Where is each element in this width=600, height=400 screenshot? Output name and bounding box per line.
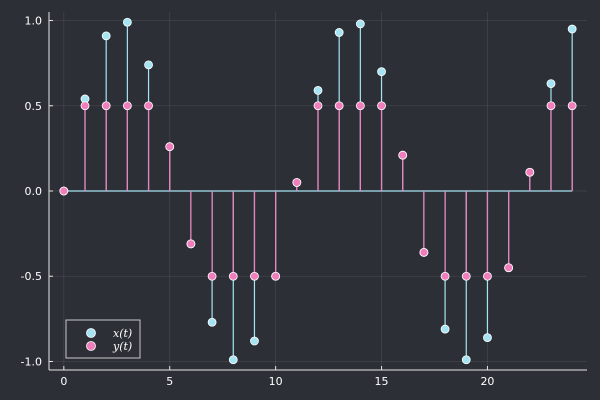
point-y (525, 167, 535, 177)
point-y (292, 178, 302, 187)
x-tick-label: 15 (375, 375, 389, 388)
axes (48, 12, 587, 371)
point-y (122, 101, 132, 111)
y-tick-label: -0.5 (21, 270, 42, 283)
y-tick-label: 1.0 (25, 15, 43, 28)
point-x (144, 60, 153, 70)
point-y (101, 101, 111, 111)
point-y (567, 101, 577, 111)
legend: x(t) y(t) (65, 319, 141, 359)
point-x (101, 31, 111, 41)
point-y (504, 263, 514, 273)
point-y (398, 150, 408, 160)
point-y (461, 271, 471, 281)
point-y (144, 101, 153, 111)
legend-label-x: x(t) (113, 327, 132, 340)
point-x (122, 17, 132, 27)
point-y (419, 247, 429, 257)
point-y (355, 101, 365, 111)
point-y (440, 271, 450, 281)
legend-label-y: y(t) (112, 340, 132, 353)
point-y (228, 271, 238, 281)
point-x (461, 355, 471, 365)
point-y (186, 239, 196, 249)
point-y (59, 186, 69, 196)
point-y (377, 101, 386, 111)
x-tick-label: 10 (269, 375, 283, 388)
data-marks (59, 17, 577, 365)
point-y (546, 101, 556, 111)
legend-marker-x (86, 328, 96, 338)
point-y (483, 271, 492, 281)
point-y (271, 271, 281, 281)
point-x (377, 67, 386, 77)
legend-box (65, 319, 141, 359)
point-x (440, 324, 450, 334)
point-x (546, 79, 556, 88)
point-x (334, 28, 344, 37)
point-x (483, 333, 492, 343)
point-x (313, 86, 323, 95)
point-y (313, 101, 323, 111)
x-tick-label: 20 (480, 375, 494, 388)
point-x (228, 355, 238, 365)
point-y (207, 271, 217, 281)
point-y (80, 101, 90, 111)
x-tick-label: 5 (166, 375, 173, 388)
point-y (334, 101, 344, 111)
point-x (567, 24, 577, 34)
y-tick-label: -1.0 (21, 355, 42, 368)
point-x (355, 19, 365, 29)
point-y (250, 271, 259, 281)
y-tick-label: 0.5 (25, 100, 43, 113)
tick-labels: 0 5 10 15 20 -1.0 -0.5 0.0 0.5 1.0 (21, 15, 495, 388)
point-x (250, 336, 259, 346)
point-y (165, 142, 175, 152)
legend-marker-y (86, 341, 96, 351)
point-x (207, 317, 217, 327)
y-tick-label: 0.0 (25, 185, 43, 198)
x-tick-label: 0 (60, 375, 67, 388)
